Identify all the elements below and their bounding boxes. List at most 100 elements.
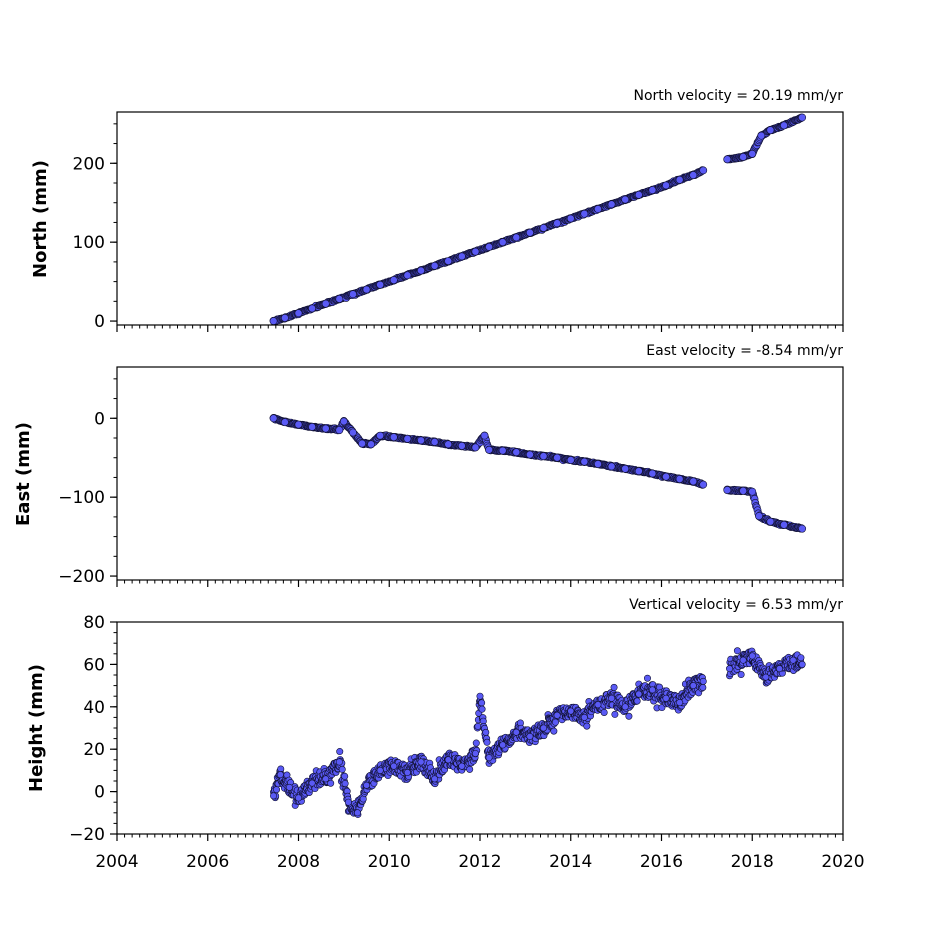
east-data-point [766, 517, 775, 526]
north-data-point [634, 190, 643, 199]
east-data-point [566, 456, 575, 464]
height-data-point [648, 686, 656, 694]
east-data-point [335, 426, 344, 435]
east-plot-frame [116, 366, 844, 581]
x-tick-label: 2018 [731, 852, 774, 872]
height-data-point [580, 713, 588, 721]
height-data-point [363, 781, 371, 789]
north-data-point [485, 242, 493, 251]
north-data-point [780, 121, 788, 130]
height-data-point [390, 762, 398, 770]
east-data-point [430, 438, 439, 446]
height-data-point [476, 692, 484, 700]
height-data-point [376, 766, 384, 774]
x-tick-label: 2014 [549, 852, 592, 872]
north-data-point [675, 175, 684, 184]
height-plot-frame [116, 621, 844, 835]
height-data-point [483, 738, 491, 746]
east-data-point [512, 448, 521, 457]
east-data-point [269, 414, 278, 423]
height-data-point [431, 775, 439, 783]
height-data-point [338, 765, 346, 773]
north-data-point [798, 113, 807, 122]
north-data-point [748, 149, 757, 158]
height-data-point [553, 711, 561, 719]
north-data-point [580, 209, 589, 218]
height-data-point [611, 710, 619, 718]
height-data-point [471, 749, 479, 757]
east-panel: East velocity = -8.54 mm/yr East (mm) 0 −… [13, 343, 844, 587]
east-data-point [621, 464, 630, 473]
north-data-point [269, 317, 278, 325]
east-data-point [308, 423, 317, 431]
x-tick-label: 2010 [368, 852, 411, 872]
east-y-tick-label: 0 [94, 409, 105, 429]
height-data-point [739, 656, 747, 664]
north-data-point [739, 153, 748, 161]
x-tick-label: 2012 [458, 852, 501, 872]
north-data-point [594, 205, 602, 213]
x-tick-label: 2004 [95, 852, 138, 872]
north-points [269, 113, 807, 325]
height-data-point [327, 779, 335, 787]
east-data-point [723, 486, 732, 494]
height-data-point [775, 665, 783, 673]
east-data-point [349, 428, 357, 437]
east-points [269, 414, 807, 533]
height-data-point [270, 792, 278, 800]
north-data-point [662, 181, 670, 190]
height-data-point [276, 771, 284, 779]
x-tick-label: 2020 [821, 852, 864, 872]
height-data-point [444, 756, 452, 764]
east-data-point [389, 433, 398, 442]
height-y-tick-label: 40 [83, 698, 105, 718]
north-plot-frame [116, 111, 844, 326]
height-data-point [699, 683, 707, 691]
height-data-point [472, 739, 480, 747]
north-data-point [757, 131, 766, 140]
east-data-point [321, 424, 330, 433]
east-data-point [457, 441, 466, 450]
north-y-axis-title: North (mm) [30, 160, 51, 278]
height-data-point [625, 712, 633, 720]
height-data-point [359, 795, 367, 803]
north-data-point [553, 219, 562, 228]
east-data-point [580, 457, 589, 466]
north-data-point [349, 290, 357, 299]
height-data-point [273, 786, 281, 794]
east-data-point [417, 436, 425, 445]
east-data-point [553, 453, 562, 462]
east-data-point [607, 462, 616, 471]
east-data-point [358, 439, 366, 448]
east-data-point [699, 480, 708, 489]
north-panel: North velocity = 20.19 mm/yr North (mm) … [30, 88, 844, 332]
height-data-point [762, 673, 770, 681]
x-tick-label: 2006 [186, 852, 229, 872]
height-data-point [308, 779, 316, 787]
north-data-point [308, 304, 317, 313]
height-y-tick-label: 0 [94, 783, 105, 803]
height-data-point [285, 783, 293, 791]
north-data-point [471, 247, 480, 256]
east-data-point [662, 472, 670, 481]
height-data-point [341, 772, 349, 780]
east-y-tick-label: −100 [58, 488, 105, 508]
height-data-point [294, 794, 302, 802]
height-data-point [478, 699, 486, 707]
east-data-point [444, 440, 453, 449]
height-data-point [344, 798, 352, 806]
east-data-point [403, 434, 412, 443]
east-data-point [367, 440, 375, 449]
east-data-point [376, 431, 385, 440]
height-data-point [512, 728, 520, 736]
height-data-point [336, 748, 344, 756]
vertical-velocity-label: Vertical velocity = 6.53 mm/yr [629, 597, 843, 613]
east-data-point [280, 418, 289, 427]
height-data-point [583, 722, 591, 730]
height-data-point [526, 732, 534, 740]
height-data-point [485, 754, 493, 762]
height-data-point [322, 775, 330, 783]
north-data-point [389, 276, 398, 284]
east-data-point [485, 445, 493, 454]
north-data-point [280, 313, 289, 322]
